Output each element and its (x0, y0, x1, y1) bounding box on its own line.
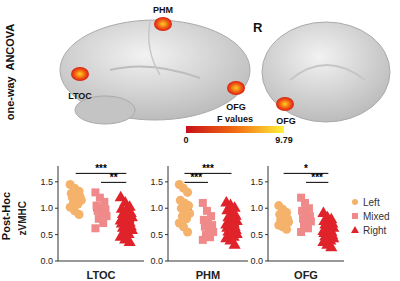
svg-text:R: R (253, 20, 263, 35)
svg-text:PHM: PHM (196, 269, 220, 281)
svg-text:0.5: 0.5 (250, 230, 263, 240)
svg-text:LTOC: LTOC (68, 91, 92, 101)
svg-text:one-way ANCOVA: one-way ANCOVA (4, 24, 16, 121)
svg-text:***: *** (311, 172, 323, 183)
svg-text:1.0: 1.0 (150, 203, 163, 213)
svg-text:Mixed: Mixed (363, 211, 390, 222)
svg-text:OFG: OFG (276, 116, 296, 126)
svg-text:*: * (304, 163, 308, 174)
svg-text:0.0: 0.0 (150, 256, 163, 266)
svg-text:zVMHC: zVMHC (18, 201, 28, 235)
svg-text:***: *** (190, 172, 202, 183)
svg-text:Post-Hoc: Post-Hoc (0, 192, 12, 240)
svg-text:Right: Right (363, 225, 387, 236)
svg-text:0: 0 (183, 135, 188, 145)
svg-text:9.79: 9.79 (275, 135, 293, 145)
svg-text:LTOC: LTOC (87, 269, 116, 281)
svg-text:**: ** (110, 172, 118, 183)
svg-text:***: *** (95, 163, 107, 174)
svg-text:0.0: 0.0 (40, 256, 53, 266)
svg-text:PHM: PHM (153, 5, 173, 15)
svg-text:0.5: 0.5 (40, 230, 53, 240)
svg-text:OFG: OFG (226, 102, 246, 112)
svg-text:1.0: 1.0 (40, 203, 53, 213)
svg-text:0.0: 0.0 (250, 256, 263, 266)
svg-text:***: *** (202, 163, 214, 174)
svg-text:Left: Left (363, 197, 380, 208)
svg-text:OFG: OFG (294, 269, 318, 281)
svg-text:1.0: 1.0 (250, 203, 263, 213)
svg-text:F values: F values (217, 114, 253, 124)
svg-text:0.5: 0.5 (150, 230, 163, 240)
svg-text:1.5: 1.5 (150, 177, 163, 187)
svg-text:1.5: 1.5 (250, 177, 263, 187)
svg-text:1.5: 1.5 (40, 177, 53, 187)
